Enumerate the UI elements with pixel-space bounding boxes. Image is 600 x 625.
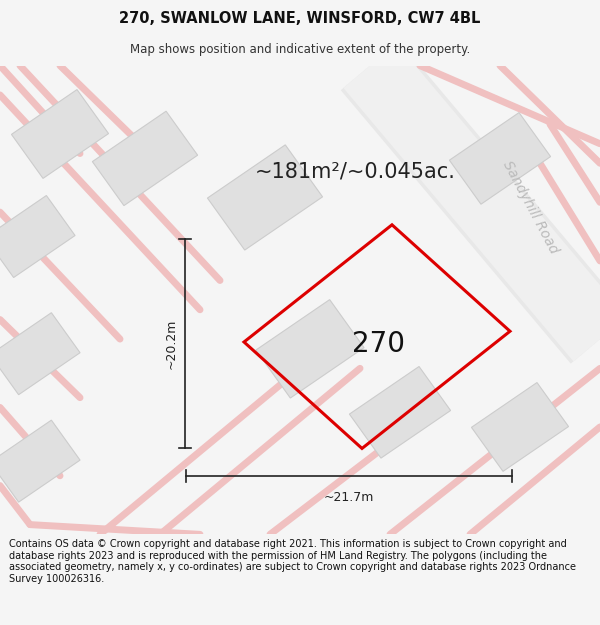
Text: Sandyhill Road: Sandyhill Road <box>500 158 560 256</box>
Polygon shape <box>0 420 80 502</box>
Text: ~181m²/~0.045ac.: ~181m²/~0.045ac. <box>255 161 456 181</box>
Polygon shape <box>92 111 197 206</box>
Polygon shape <box>0 196 75 278</box>
Text: Map shows position and indicative extent of the property.: Map shows position and indicative extent… <box>130 42 470 56</box>
Polygon shape <box>256 299 364 398</box>
Text: ~21.7m: ~21.7m <box>324 491 374 504</box>
Text: 270, SWANLOW LANE, WINSFORD, CW7 4BL: 270, SWANLOW LANE, WINSFORD, CW7 4BL <box>119 11 481 26</box>
Polygon shape <box>349 366 451 458</box>
Polygon shape <box>449 112 551 204</box>
Text: 270: 270 <box>352 330 404 358</box>
Text: ~20.2m: ~20.2m <box>164 319 178 369</box>
Polygon shape <box>208 145 323 250</box>
Text: Contains OS data © Crown copyright and database right 2021. This information is : Contains OS data © Crown copyright and d… <box>9 539 576 584</box>
Polygon shape <box>11 89 109 178</box>
Polygon shape <box>472 382 569 471</box>
Polygon shape <box>0 312 80 395</box>
